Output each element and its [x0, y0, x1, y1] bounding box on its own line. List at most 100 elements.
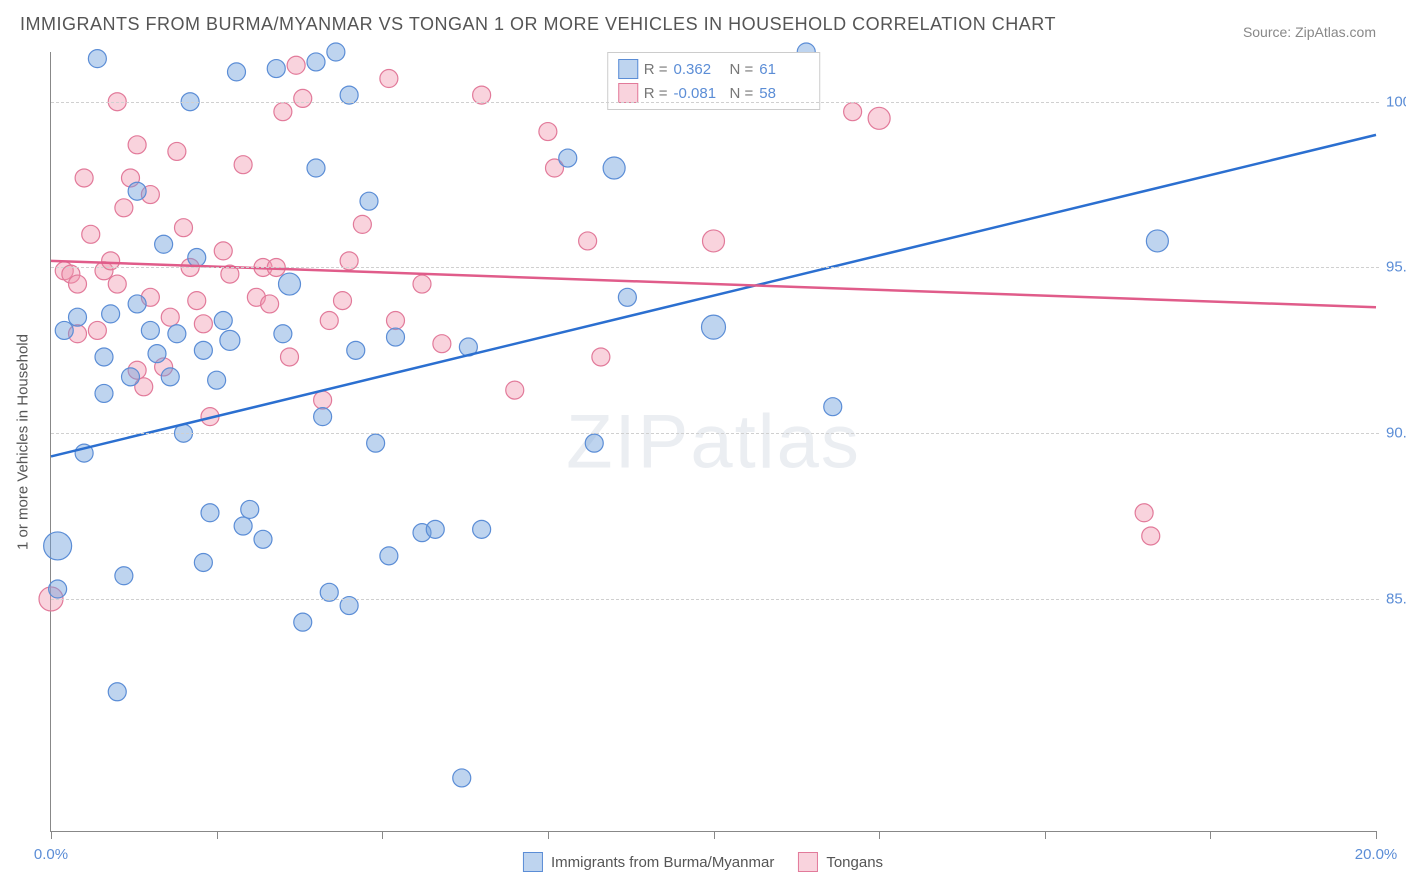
data-point — [473, 520, 491, 538]
data-point — [234, 156, 252, 174]
r-label: R = — [644, 85, 668, 102]
data-point — [175, 219, 193, 237]
data-point — [592, 348, 610, 366]
data-point — [327, 43, 345, 61]
data-point — [367, 434, 385, 452]
data-point — [148, 345, 166, 363]
x-tick-label: 0.0% — [34, 846, 68, 863]
x-tick — [1045, 831, 1046, 839]
data-point — [334, 292, 352, 310]
data-point — [128, 295, 146, 313]
data-point — [228, 63, 246, 81]
y-axis-label: 1 or more Vehicles in Household — [15, 334, 32, 550]
data-point — [188, 249, 206, 267]
data-point — [49, 580, 67, 598]
data-point — [115, 199, 133, 217]
data-point — [307, 159, 325, 177]
data-point — [453, 769, 471, 787]
n-label: N = — [730, 85, 754, 102]
source-label: Source: ZipAtlas.com — [1243, 24, 1376, 40]
legend-row-burma: R = 0.362 N = 61 — [618, 57, 810, 81]
data-point — [274, 325, 292, 343]
n-label: N = — [730, 61, 754, 78]
data-point — [287, 56, 305, 74]
chart-area: 1 or more Vehicles in Household ZIPatlas… — [50, 52, 1376, 832]
x-tick — [382, 831, 383, 839]
data-point — [426, 520, 444, 538]
gridline-horizontal — [51, 267, 1379, 268]
x-tick-label: 20.0% — [1355, 846, 1398, 863]
data-point — [75, 169, 93, 187]
data-point — [603, 157, 625, 179]
data-point — [380, 70, 398, 88]
r-label: R = — [644, 61, 668, 78]
data-point — [128, 136, 146, 154]
legend-bottom: Immigrants from Burma/Myanmar Tongans — [523, 852, 883, 872]
y-tick-label: 100.0% — [1386, 93, 1406, 110]
data-point — [55, 321, 73, 339]
x-tick — [714, 831, 715, 839]
y-tick-label: 90.0% — [1386, 425, 1406, 442]
data-point — [234, 517, 252, 535]
data-point — [868, 107, 890, 129]
r-value-tongan: -0.081 — [674, 85, 724, 102]
swatch-tongan — [618, 83, 638, 103]
data-point — [559, 149, 577, 167]
data-point — [314, 391, 332, 409]
data-point — [254, 530, 272, 548]
data-point — [161, 368, 179, 386]
data-point — [194, 315, 212, 333]
data-point — [539, 123, 557, 141]
data-point — [294, 613, 312, 631]
n-value-tongan: 58 — [759, 85, 809, 102]
y-tick-label: 95.0% — [1386, 259, 1406, 276]
data-point — [279, 273, 301, 295]
data-point — [585, 434, 603, 452]
data-point — [314, 408, 332, 426]
data-point — [88, 321, 106, 339]
legend-label-tongan: Tongans — [826, 854, 883, 871]
gridline-horizontal — [51, 599, 1379, 600]
data-point — [320, 312, 338, 330]
chart-title: IMMIGRANTS FROM BURMA/MYANMAR VS TONGAN … — [20, 14, 1056, 35]
x-tick — [51, 831, 52, 839]
x-tick — [879, 831, 880, 839]
data-point — [353, 215, 371, 233]
n-value-burma: 61 — [759, 61, 809, 78]
data-point — [307, 53, 325, 71]
data-point — [128, 182, 146, 200]
data-point — [579, 232, 597, 250]
data-point — [95, 348, 113, 366]
data-point — [241, 500, 259, 518]
swatch-tongan-bottom — [798, 852, 818, 872]
data-point — [506, 381, 524, 399]
x-tick — [1210, 831, 1211, 839]
data-point — [122, 368, 140, 386]
data-point — [201, 504, 219, 522]
r-value-burma: 0.362 — [674, 61, 724, 78]
data-point — [214, 242, 232, 260]
x-tick — [217, 831, 218, 839]
data-point — [194, 341, 212, 359]
data-point — [261, 295, 279, 313]
data-point — [82, 225, 100, 243]
x-tick — [548, 831, 549, 839]
data-point — [844, 103, 862, 121]
data-point — [1146, 230, 1168, 252]
data-point — [208, 371, 226, 389]
data-point — [115, 567, 133, 585]
y-tick-label: 85.0% — [1386, 590, 1406, 607]
data-point — [188, 292, 206, 310]
data-point — [155, 235, 173, 253]
data-point — [168, 325, 186, 343]
x-tick — [1376, 831, 1377, 839]
data-point — [194, 553, 212, 571]
data-point — [360, 192, 378, 210]
data-point — [618, 288, 636, 306]
data-point — [108, 275, 126, 293]
legend-item-tongan: Tongans — [798, 852, 883, 872]
data-point — [141, 321, 159, 339]
gridline-horizontal — [51, 102, 1379, 103]
data-point — [824, 398, 842, 416]
data-point — [69, 308, 87, 326]
